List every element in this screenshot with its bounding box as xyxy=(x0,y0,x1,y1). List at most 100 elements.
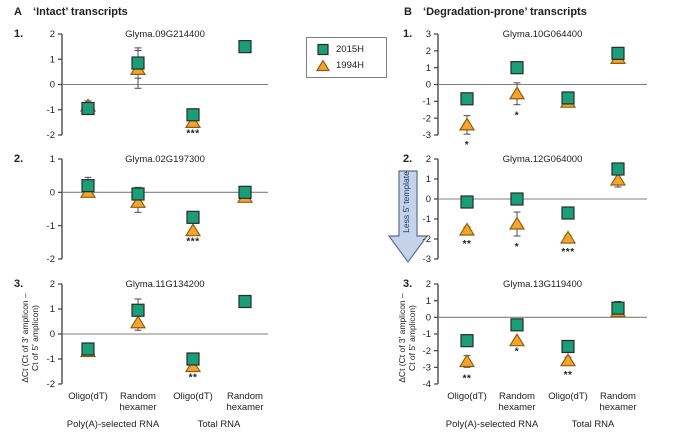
significance-label: * xyxy=(465,140,469,151)
panel-b-title: ‘Degradation-prone’ transcripts xyxy=(423,6,587,18)
marker-2015H xyxy=(460,334,474,348)
x-tick-label: Random hexamer xyxy=(119,391,157,413)
marker-2015H xyxy=(611,162,625,176)
y-tick-label: -2 xyxy=(423,234,431,245)
significance-label: ** xyxy=(463,373,472,384)
x-tick-label: Random hexamer xyxy=(599,391,637,413)
y-tick-label: 2 xyxy=(426,279,431,290)
marker-2015H xyxy=(510,61,524,75)
y-tick-label: 1 xyxy=(50,304,55,315)
marker-2015H xyxy=(510,318,524,332)
subplot-A1: Glyma.09G214400 2 1 0 -1 -2 *** xyxy=(47,29,268,141)
subplot-A2: Glyma.02G197300 1 0 -1 -2 *** xyxy=(47,154,268,265)
significance-label: * xyxy=(515,347,519,358)
subplot-title: Glyma.13G119400 xyxy=(503,279,582,290)
marker-2015H xyxy=(81,179,95,193)
y-tick-label: -3 xyxy=(423,254,431,265)
y-tick-label: 2 xyxy=(426,154,431,165)
y-tick-label: 2 xyxy=(426,46,431,57)
y-tick-label: 1 xyxy=(426,63,431,74)
triangle-marker-icon xyxy=(315,58,331,72)
y-tick-label: -1 xyxy=(47,105,55,116)
y-tick-label: 0 xyxy=(426,313,431,324)
legend-item-2015h: 2015H xyxy=(316,41,386,57)
y-tick-label: 0 xyxy=(426,80,431,91)
y-tick-label: 0 xyxy=(50,188,55,199)
marker-1994H xyxy=(184,114,202,128)
y-tick-label: 0 xyxy=(426,194,431,205)
down-arrow-icon xyxy=(387,170,429,264)
x-group-label: Total RNA xyxy=(197,419,241,430)
marker-1994H xyxy=(559,353,577,367)
marker-2015H xyxy=(238,185,252,199)
y-tick-label: -3 xyxy=(423,363,431,374)
x-tick-label: Oligo(dT) xyxy=(68,391,108,402)
significance-label: *** xyxy=(561,247,574,258)
y-tick-label: -3 xyxy=(423,130,431,141)
marker-1994H xyxy=(508,333,526,347)
y-tick-label: 1 xyxy=(50,54,55,65)
x-tick-label: Random hexamer xyxy=(226,391,264,413)
y-tick-label: 1 xyxy=(426,174,431,185)
y-tick-label: -2 xyxy=(423,113,431,124)
marker-2015H xyxy=(238,40,252,54)
marker-1994H xyxy=(609,172,627,186)
marker-1994H xyxy=(508,216,526,230)
marker-2015H xyxy=(131,56,145,70)
panel-b-header: B ‘Degradation-prone’ transcripts xyxy=(404,6,587,18)
marker-2015H xyxy=(460,92,474,106)
marker-2015H xyxy=(186,352,200,366)
marker-2015H xyxy=(81,101,95,116)
marker-1994H xyxy=(458,353,476,368)
x-group-label: Poly(A)-selected RNA xyxy=(66,419,160,430)
legend-label-1994h: 1994H xyxy=(336,59,364,71)
marker-2015H xyxy=(611,46,625,60)
subplot-A3: Glyma.11G134200 2 1 0 -1 -2 ** xyxy=(47,279,268,390)
legend: 2015H 1994H xyxy=(306,37,387,78)
panel-a-letter: A xyxy=(14,6,22,18)
marker-2015H xyxy=(561,91,575,105)
y-tick-label: -1 xyxy=(423,329,431,340)
y-tick-label: -1 xyxy=(47,221,55,232)
subplot-number-B2: 2. xyxy=(403,153,413,165)
subplot-title: Glyma.02G197300 xyxy=(125,154,205,165)
marker-2015H xyxy=(186,210,200,224)
marker-2015H xyxy=(611,301,625,315)
significance-label: *** xyxy=(186,237,199,248)
y-tick-label: 0 xyxy=(50,329,55,340)
x-tick-label: Oligo(dT) xyxy=(173,391,213,402)
panel-a-title: ‘Intact’ transcripts xyxy=(33,6,128,18)
significance-label: ** xyxy=(463,239,472,250)
marker-1994H xyxy=(184,223,202,237)
y-tick-label: -1 xyxy=(423,214,431,225)
marker-2015H xyxy=(81,342,95,356)
x-tick-label: Oligo(dT) xyxy=(548,391,588,402)
y-tick-label: -2 xyxy=(47,379,55,390)
y-tick-label: -1 xyxy=(47,354,55,365)
y-tick-label: -2 xyxy=(47,254,55,265)
subplot-title: Glyma.12G064000 xyxy=(503,154,583,165)
y-tick-label: 3 xyxy=(426,29,431,40)
legend-item-1994h: 1994H xyxy=(315,57,386,73)
marker-1994H xyxy=(559,230,577,244)
legend-label-2015h: 2015H xyxy=(336,43,364,55)
marker-1994H xyxy=(184,358,202,373)
significance-label: ** xyxy=(189,373,198,384)
marker-2015H xyxy=(561,206,575,220)
subplot-title: Glyma.11G134200 xyxy=(125,279,204,290)
marker-1994H xyxy=(129,315,147,329)
square-marker-icon xyxy=(316,43,330,56)
subplot-number-A1: 1. xyxy=(14,28,24,40)
subplot-number-B1: 1. xyxy=(403,28,413,40)
y-tick-label: -1 xyxy=(423,97,431,108)
y-tick-label: -2 xyxy=(47,130,55,141)
y-tick-label: -4 xyxy=(423,379,431,390)
marker-2015H xyxy=(186,108,200,122)
subplot-B1: Glyma.10G064400 3 2 1 0 -1 -2 -3 * * xyxy=(423,29,647,151)
subplot-title: Glyma.09G214400 xyxy=(125,29,205,40)
marker-1994H xyxy=(458,117,476,131)
marker-2015H xyxy=(561,339,575,354)
subplot-title: Glyma.10G064400 xyxy=(503,29,583,40)
